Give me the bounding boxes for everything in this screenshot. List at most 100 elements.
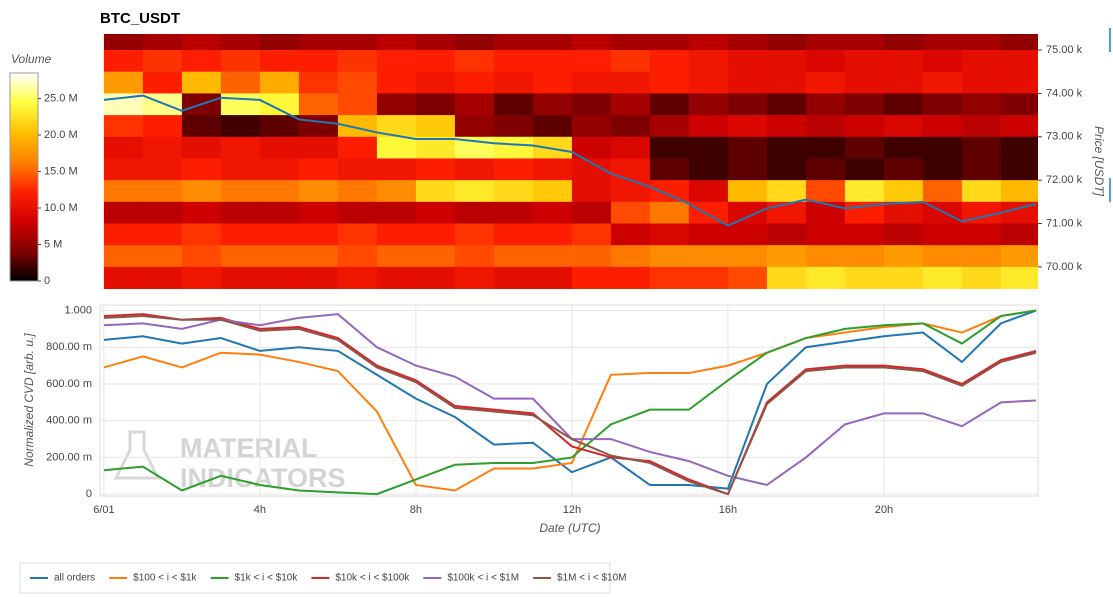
heat-cell <box>649 71 690 94</box>
heat-cell <box>259 115 300 138</box>
heat-cell <box>415 93 456 116</box>
series-line <box>103 309 1037 496</box>
heat-cell <box>1000 158 1038 181</box>
heat-cell <box>454 201 495 225</box>
heat-cell <box>688 93 729 116</box>
x-axis-label: Date (UTC) <box>539 521 600 535</box>
heat-cell <box>844 50 885 73</box>
heat-cell <box>610 71 651 94</box>
heat-cell <box>805 180 846 203</box>
heat-cell <box>493 50 534 73</box>
heat-cell <box>532 158 573 181</box>
y-tick-label: 0 <box>86 488 92 500</box>
x-tick-label: 4h <box>254 504 266 516</box>
heat-cell <box>259 50 300 73</box>
heat-cell <box>181 34 222 51</box>
heat-cell <box>688 266 729 289</box>
watermark-logo <box>113 430 161 480</box>
y-tick-label: 71.00 k <box>1046 217 1083 229</box>
heat-cell <box>337 180 378 203</box>
heat-cell <box>532 201 573 225</box>
heat-cell <box>220 180 261 203</box>
watermark: INDICATORS <box>180 463 346 493</box>
heat-cell <box>883 93 924 116</box>
heat-cell <box>493 223 534 246</box>
colorbar-tick-label: 5 M <box>44 238 62 250</box>
y-tick-label: 74.00 k <box>1046 87 1083 99</box>
heat-cell <box>454 245 495 268</box>
heat-cell <box>571 180 612 203</box>
heat-cell <box>298 50 339 73</box>
heat-cell <box>649 93 690 116</box>
heat-cell <box>805 245 846 268</box>
legend-label: $100 < i < $1k <box>133 573 197 584</box>
heat-cell <box>376 245 417 268</box>
heat-cell <box>259 223 300 246</box>
heat-cell <box>805 71 846 94</box>
heat-cell <box>493 158 534 181</box>
heat-cell <box>142 158 183 181</box>
heat-cell <box>610 180 651 203</box>
x-tick-label: 12h <box>563 504 581 516</box>
heat-cell <box>610 136 651 159</box>
heat-cell <box>532 223 573 246</box>
heat-cell <box>181 115 222 138</box>
heat-cell <box>493 266 534 289</box>
heat-cell <box>376 115 417 138</box>
heat-cell <box>766 71 807 94</box>
heat-cell <box>766 115 807 138</box>
heat-cell <box>454 71 495 94</box>
heat-cell <box>727 245 768 268</box>
heat-cell <box>649 223 690 246</box>
heat-cell <box>532 115 573 138</box>
heat-cell <box>259 158 300 181</box>
heat-cell <box>844 266 885 289</box>
heat-cell <box>805 158 846 181</box>
heat-cell <box>532 34 573 51</box>
heat-cell <box>844 34 885 51</box>
heat-cell <box>103 115 144 138</box>
heat-cell <box>181 223 222 246</box>
legend-label: $1k < i < $10k <box>235 573 299 584</box>
y-tick-label: 75.00 k <box>1046 44 1083 56</box>
heat-cell <box>103 180 144 203</box>
heat-cell <box>415 50 456 73</box>
heat-cell <box>1000 223 1038 246</box>
heat-cell <box>376 201 417 225</box>
heat-cell <box>766 136 807 159</box>
heat-cell <box>844 71 885 94</box>
heat-cell <box>532 93 573 116</box>
heat-cell <box>610 266 651 289</box>
heat-cell <box>1000 180 1038 203</box>
heat-cell <box>259 34 300 51</box>
heat-cell <box>103 223 144 246</box>
heat-cell <box>532 180 573 203</box>
heat-cell <box>337 266 378 289</box>
heat-cell <box>142 115 183 138</box>
heat-cell <box>181 245 222 268</box>
heat-cell <box>571 115 612 138</box>
watermark: MATERIAL <box>180 433 317 463</box>
heat-cell <box>103 136 144 159</box>
heat-cell <box>610 115 651 138</box>
heat-cell <box>844 158 885 181</box>
heat-cell <box>766 180 807 203</box>
heat-cell <box>337 34 378 51</box>
heat-cell <box>493 93 534 116</box>
heat-cell <box>961 115 1002 138</box>
heat-cell <box>571 266 612 289</box>
heat-cell <box>649 201 690 225</box>
heat-cell <box>766 158 807 181</box>
heat-cell <box>688 223 729 246</box>
heat-cell <box>1000 71 1038 94</box>
heat-cell <box>610 158 651 181</box>
colorbar-label: Volume <box>11 52 52 66</box>
series-line <box>103 313 1037 496</box>
y-tick-label: 70.00 k <box>1046 261 1083 273</box>
heat-cell <box>961 180 1002 203</box>
heat-cell <box>1000 50 1038 73</box>
heat-cell <box>883 223 924 246</box>
heat-cell <box>688 34 729 51</box>
heat-cell <box>571 136 612 159</box>
heat-cell <box>181 136 222 159</box>
